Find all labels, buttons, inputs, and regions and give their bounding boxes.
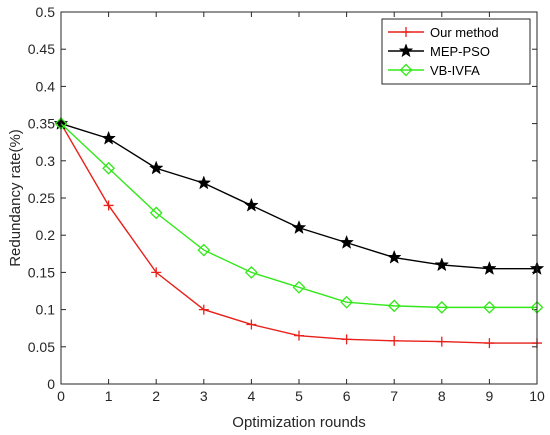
data-point	[198, 304, 209, 315]
x-tick-label: 5	[295, 388, 303, 404]
data-point	[196, 175, 212, 190]
y-axis-label: Redundancy rate(%)	[7, 129, 24, 267]
y-tick-label: 0.2	[36, 227, 56, 243]
legend-item-our-method: Our method	[388, 25, 499, 40]
data-point	[387, 299, 401, 313]
y-tick-label: 0.3	[36, 153, 56, 169]
x-tick-label: 8	[438, 388, 446, 404]
legend-label: VB-IVFA	[430, 63, 480, 78]
data-point	[482, 260, 497, 275]
plot-frame	[60, 11, 538, 385]
data-point	[101, 130, 116, 145]
x-tick-label: 9	[486, 388, 494, 404]
data-point	[149, 206, 163, 220]
data-point	[339, 234, 354, 249]
x-tick-label: 0	[57, 388, 65, 404]
data-point	[102, 161, 116, 175]
legend-marker	[398, 43, 414, 58]
tick-layer: 0 1 2 3 4 5 6 7 8 9 10 0 0.05 0.1 0.15 0.2 0.25 0.3 0.35 0.…	[28, 4, 545, 404]
y-tick-label: 0.35	[28, 116, 55, 132]
y-tick-label: 0.25	[28, 190, 55, 206]
data-point	[292, 280, 306, 294]
data-point	[244, 197, 259, 212]
y-tick-label: 0.15	[28, 264, 55, 280]
legend-label: Our method	[430, 25, 499, 40]
x-axis-label: Optimization rounds	[232, 414, 365, 431]
data-point	[246, 319, 257, 330]
data-point	[291, 220, 307, 235]
x-tick-label: 7	[390, 388, 398, 404]
x-tick-label: 2	[152, 388, 160, 404]
data-point	[103, 200, 114, 211]
data-point	[244, 265, 258, 279]
legend-item-vb-ivfa: VB-IVFA	[388, 63, 480, 78]
legend-marker	[399, 63, 413, 77]
series-line	[60, 123, 537, 309]
legend-marker	[401, 27, 411, 37]
x-tick-label: 3	[200, 388, 208, 404]
data-point	[151, 267, 162, 278]
data-point	[294, 330, 304, 341]
y-tick-label: 0.1	[36, 302, 56, 318]
data-point	[148, 160, 164, 175]
data-point	[386, 249, 402, 264]
y-tick-label: 0.5	[36, 4, 56, 20]
data-point	[436, 336, 447, 347]
x-tick-label: 10	[529, 388, 545, 404]
y-tick-label: 0.05	[28, 339, 55, 355]
legend-label: MEP-PSO	[430, 44, 490, 59]
legend: Our method MEP-PSO VB-IVFA	[381, 18, 531, 85]
y-tick-label: 0	[47, 376, 55, 392]
x-tick-label: 4	[248, 388, 256, 404]
data-point	[341, 334, 352, 345]
x-tick-label: 6	[343, 388, 351, 404]
y-tick-label: 0.4	[36, 78, 56, 94]
y-tick-label: 0.45	[28, 41, 55, 57]
x-tick-label: 1	[105, 388, 113, 404]
data-point	[482, 300, 496, 314]
legend-item-mep-pso: MEP-PSO	[388, 43, 490, 59]
data-point	[484, 338, 495, 349]
data-point	[434, 257, 450, 272]
data-point	[197, 243, 211, 257]
data-point	[435, 300, 449, 314]
data-point	[340, 295, 354, 309]
data-point	[389, 335, 400, 346]
